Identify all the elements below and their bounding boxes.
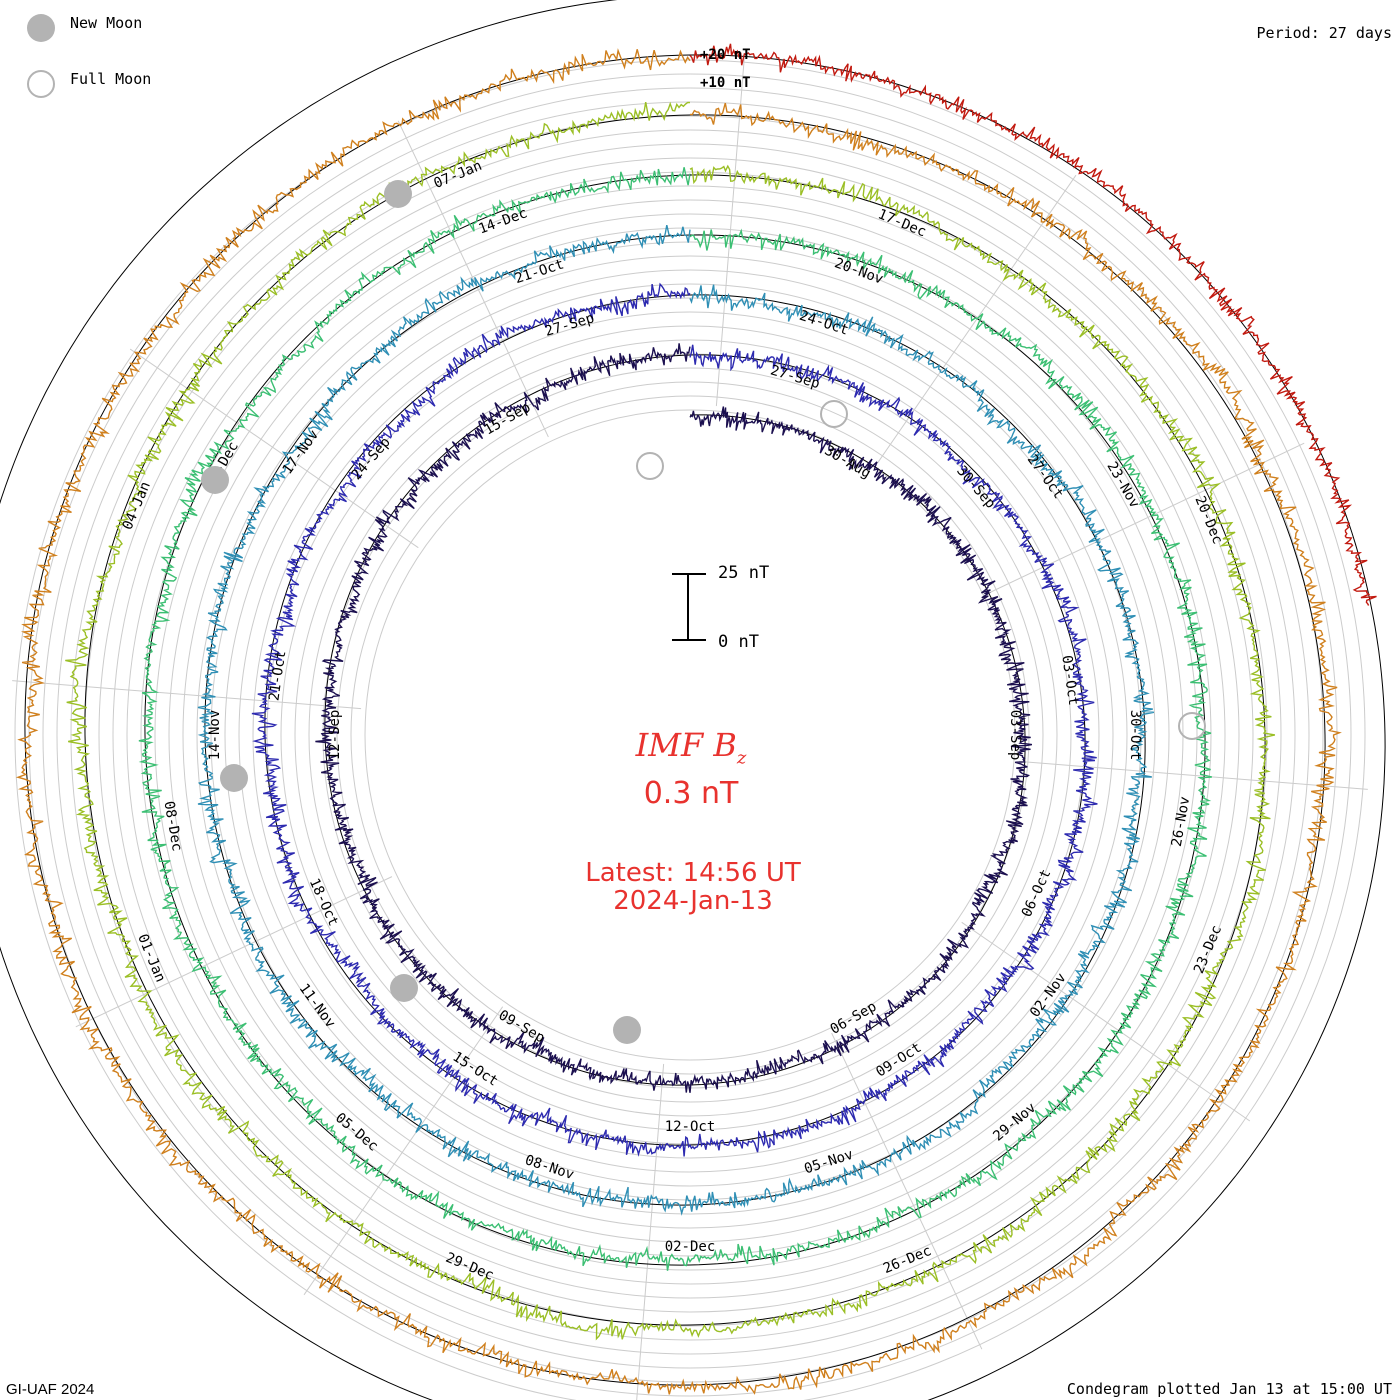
footer-plotted: Condegram plotted Jan 13 at 15:00 UT <box>1066 1380 1392 1398</box>
date-tick-label: 14-Dec <box>477 205 530 237</box>
footer-credit: GI-UAF 2024 <box>6 1381 95 1398</box>
grid-circle <box>182 227 1198 1243</box>
grid-spoke <box>987 442 1305 594</box>
scale-bar-bottom-label: 0 nT <box>718 632 759 652</box>
scale-bar-top-label: 25 nT <box>718 563 770 583</box>
grid-spoke <box>715 57 745 407</box>
date-tick-label: 03-Oct <box>1058 654 1081 706</box>
title-main: IMF B <box>635 726 737 764</box>
grid-circle <box>126 171 1254 1299</box>
new-moon-marker <box>390 974 418 1002</box>
date-tick-label: 30-Aug <box>822 443 874 482</box>
grid-circle <box>266 311 1114 1159</box>
grid-circle <box>364 409 1016 1061</box>
new-moon-marker <box>201 466 229 494</box>
grid-spoke <box>1018 760 1368 790</box>
grid-circle <box>308 353 1072 1117</box>
grid-circle <box>210 255 1170 1215</box>
grid-circle <box>350 395 1030 1075</box>
latest-time: Latest: 14:56 UT <box>585 858 801 888</box>
new-moon-legend-icon <box>27 14 55 42</box>
ring-trace-3 <box>138 167 1212 1271</box>
outer-scale-plus20: +20 nT <box>700 47 751 63</box>
grid-spoke <box>636 1063 665 1400</box>
grid-spoke <box>75 876 393 1028</box>
full-moon-marker <box>636 452 664 480</box>
date-tick-label: 12-Oct <box>665 1119 716 1135</box>
spiral-baseline <box>144 174 1206 1266</box>
title-subscript: z <box>736 747 747 769</box>
grid-circle <box>280 325 1100 1145</box>
ring-trace-1 <box>251 282 1098 1157</box>
new-moon-marker <box>384 180 412 208</box>
full-moon-marker <box>820 400 848 428</box>
date-tick-label: 04-Jan <box>120 479 154 532</box>
grid-circle <box>98 143 1282 1327</box>
date-tick-label: 24-Sep <box>349 434 394 483</box>
date-tick-label: 30-Oct <box>1127 710 1143 761</box>
grid-circle <box>252 297 1128 1173</box>
grid-spoke <box>961 921 1251 1122</box>
new-moon-marker <box>220 764 248 792</box>
date-tick-label: 20-Dec <box>1191 494 1225 547</box>
outer-scale-plus10: +10 nT <box>700 75 751 91</box>
grid-spoke <box>129 348 419 549</box>
ring-trace-5 <box>15 48 1342 1395</box>
grid-circle <box>28 73 1352 1397</box>
grid-spoke <box>397 120 549 438</box>
ring-trace-0 <box>315 343 1033 1093</box>
new-moon-legend-label: New Moon <box>70 14 143 32</box>
date-tick-label: 12-Sep <box>327 710 343 761</box>
center-title: IMF Bz <box>0 726 1382 768</box>
latest-date: 2024-Jan-13 <box>613 886 773 916</box>
date-tick-label: 17-Dec <box>876 206 929 240</box>
full-moon-marker <box>1178 712 1206 740</box>
date-tick-label: 21-Oct <box>266 650 289 702</box>
date-tick-label: 03-Sep <box>1007 710 1023 761</box>
grid-spoke <box>303 1006 504 1296</box>
grid-circle <box>42 87 1338 1383</box>
period-label: Period: 27 days <box>1256 24 1392 42</box>
date-tick-label: 02-Dec <box>665 1239 716 1255</box>
date-tick-label: 09-Oct <box>873 1040 924 1081</box>
current-value: 0.3 nT <box>643 776 739 811</box>
grid-spoke <box>831 1032 983 1350</box>
grid-circle <box>168 213 1212 1257</box>
full-moon-legend-icon <box>27 70 55 98</box>
grid-circle <box>154 199 1226 1271</box>
ring-trace-6 <box>689 43 1377 606</box>
date-tick-label: 14-Nov <box>207 710 223 761</box>
grid-circle <box>112 157 1268 1313</box>
new-moon-marker <box>613 1016 641 1044</box>
date-tick-label: 20-Nov <box>832 255 885 287</box>
full-moon-legend-label: Full Moon <box>70 70 152 88</box>
spiral-baseline <box>264 294 1086 1146</box>
grid-spoke <box>12 680 362 710</box>
grid-circle <box>140 185 1240 1285</box>
grid-circle <box>238 283 1142 1187</box>
ring-trace-2 <box>197 224 1155 1216</box>
ring-trace-4 <box>65 101 1276 1341</box>
